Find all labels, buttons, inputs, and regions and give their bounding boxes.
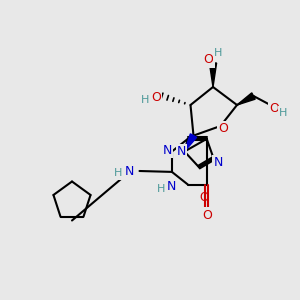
Text: N: N [177, 145, 186, 158]
Text: H: H [114, 169, 123, 178]
Text: N: N [163, 143, 172, 157]
Polygon shape [209, 63, 217, 87]
Text: O: O [270, 102, 279, 115]
Text: O: O [202, 208, 211, 222]
Polygon shape [237, 93, 255, 105]
Text: N: N [167, 179, 176, 193]
Text: H: H [141, 95, 150, 105]
Text: O: O [219, 122, 228, 136]
Text: N: N [213, 156, 223, 170]
Text: N: N [124, 165, 134, 178]
Text: H: H [157, 184, 165, 194]
Polygon shape [184, 134, 196, 152]
Text: H: H [279, 108, 288, 118]
Text: H: H [214, 49, 223, 58]
Text: O: O [151, 91, 161, 104]
Text: O: O [199, 191, 208, 204]
Text: O: O [204, 53, 213, 67]
